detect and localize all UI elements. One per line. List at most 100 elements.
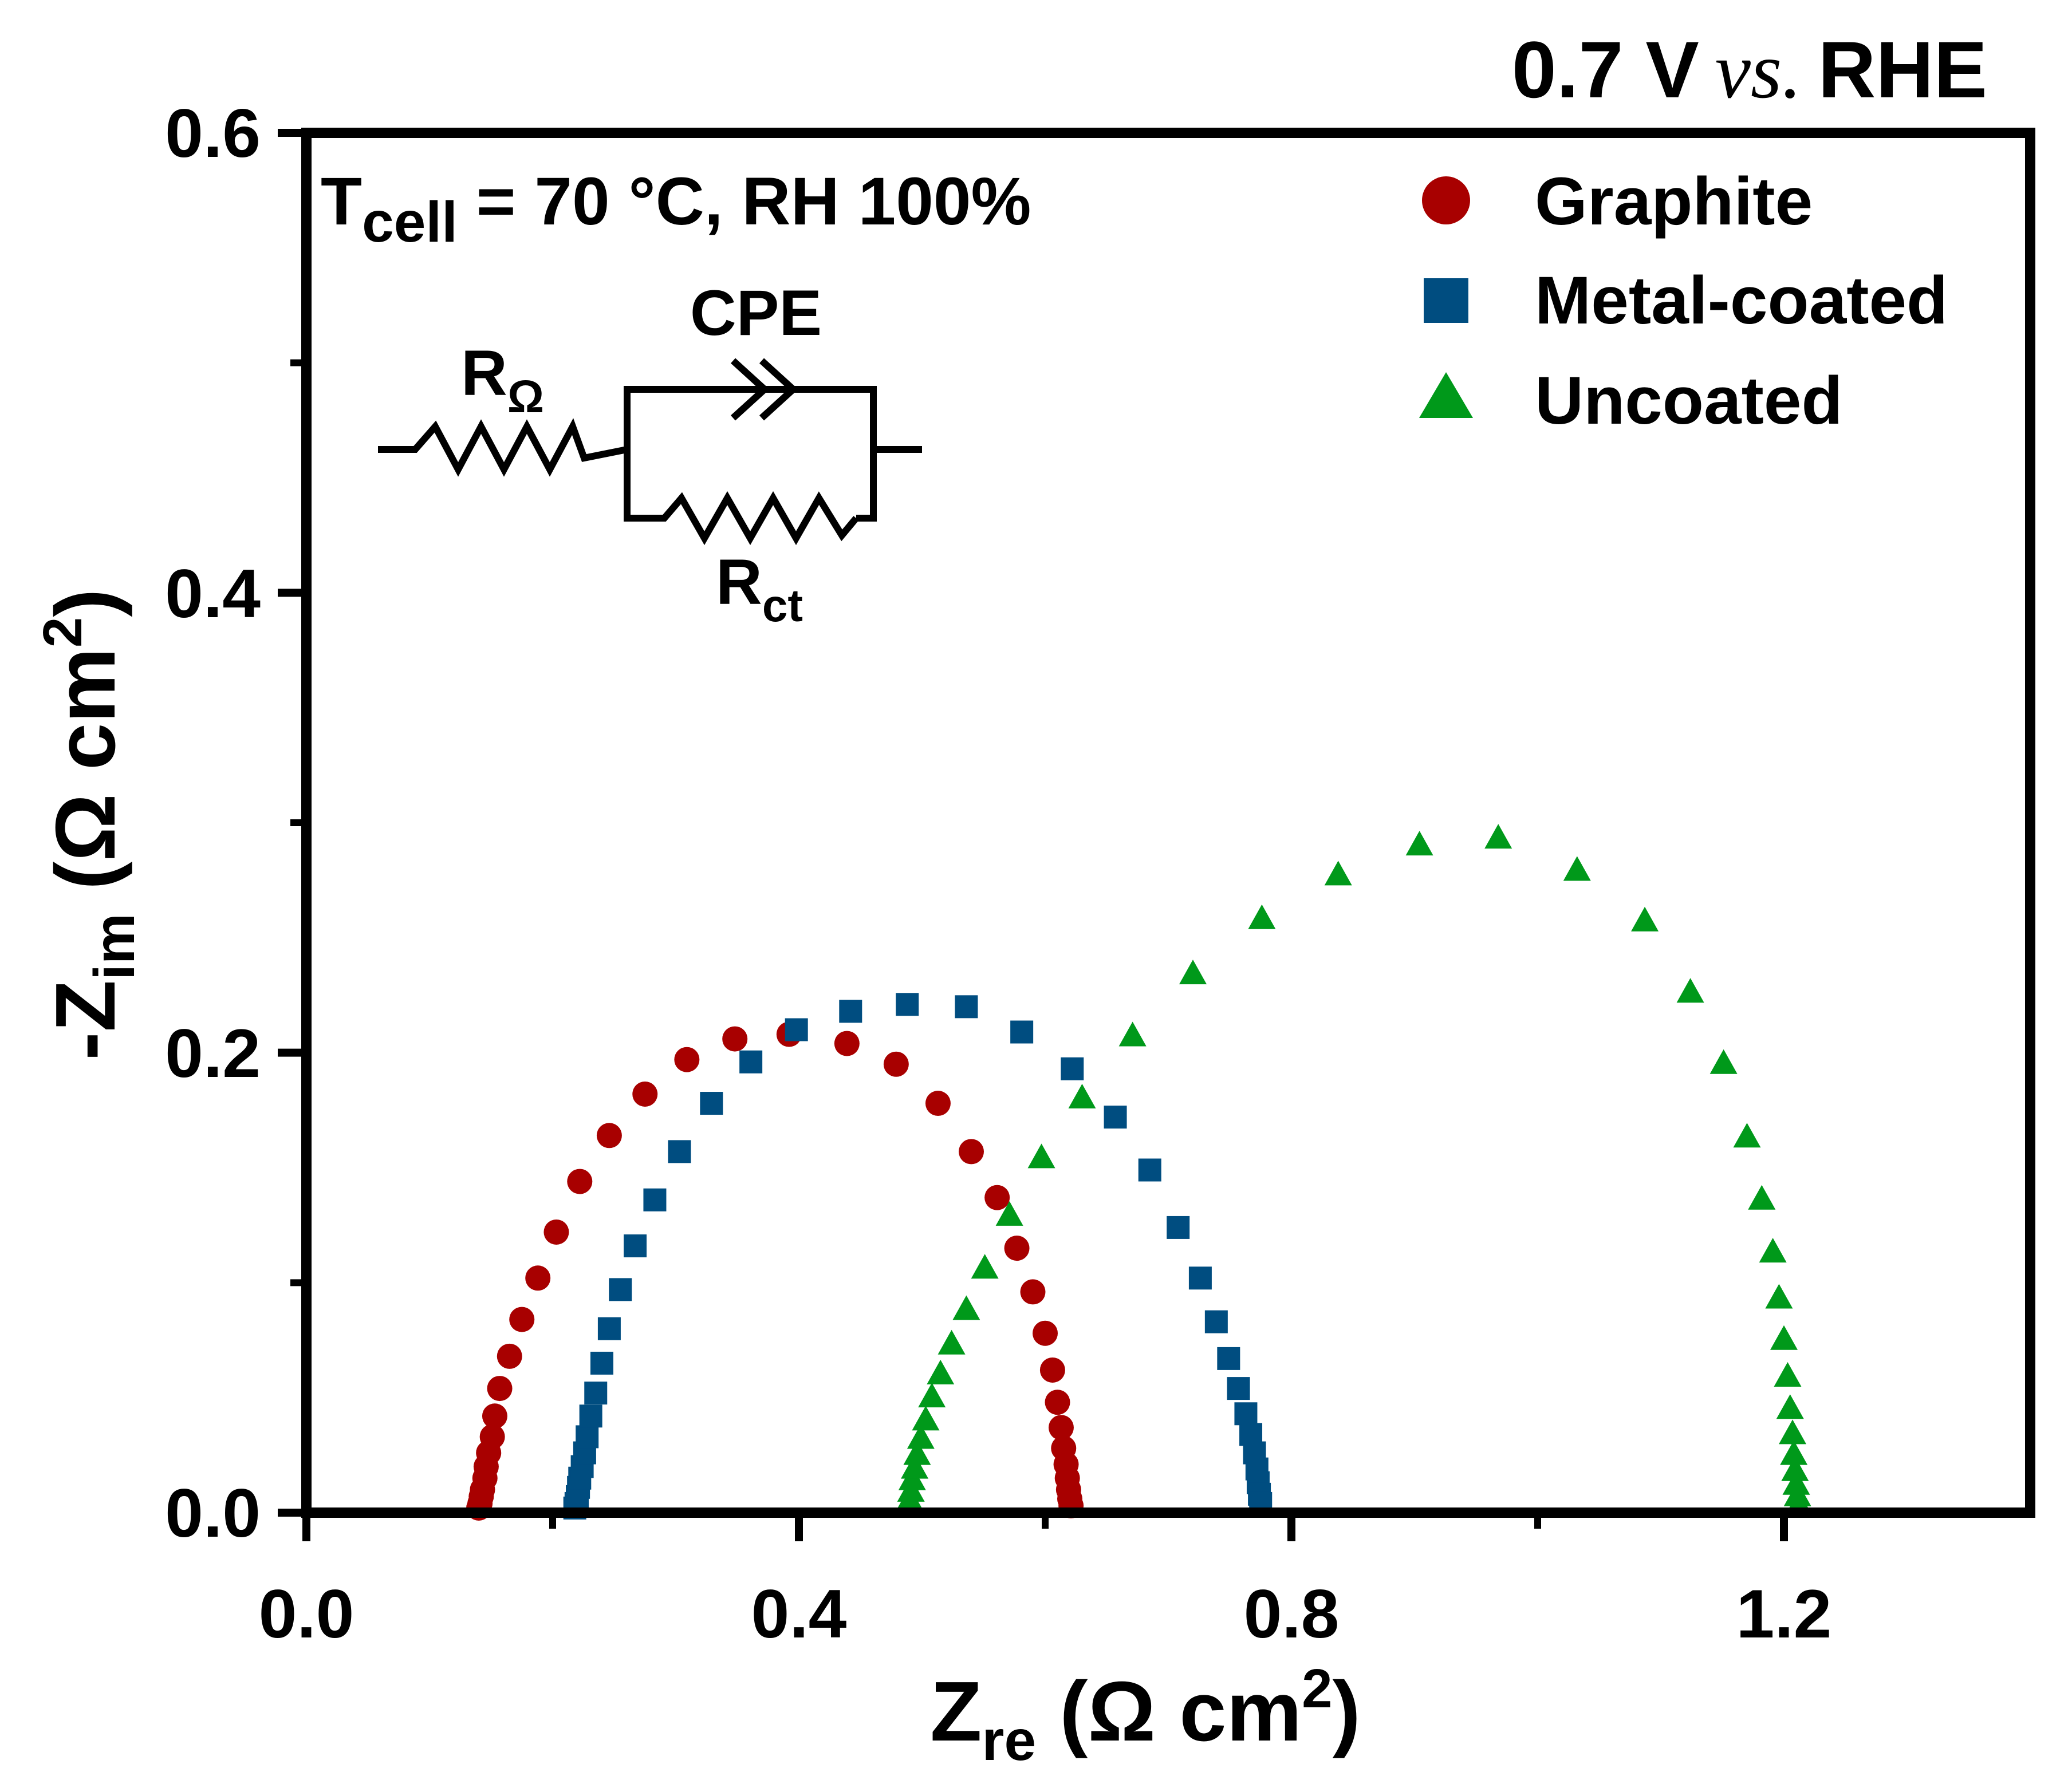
graphite-point-11 xyxy=(509,1307,535,1332)
uncoated-point-29 xyxy=(1765,1284,1793,1309)
uncoated-point-13 xyxy=(995,1201,1023,1226)
uncoated-point-7 xyxy=(912,1406,940,1431)
uncoated-point-15 xyxy=(1068,1084,1096,1108)
metal-coated-point-21 xyxy=(955,995,978,1019)
uncoated-point-32 xyxy=(1776,1394,1804,1419)
metal-coated-point-26 xyxy=(1167,1216,1190,1239)
legend: Graphite Metal-coated Uncoated xyxy=(1419,164,1948,439)
uncoated-point-14 xyxy=(1027,1143,1055,1169)
metal-coated-point-30 xyxy=(1227,1377,1250,1400)
metal-coated-point-7 xyxy=(576,1425,599,1449)
y-tick-label-3: 0.6 xyxy=(165,95,261,172)
y-axis-title: -Zim (Ω cm2) xyxy=(32,589,147,1060)
metal-coated-point-15 xyxy=(668,1140,691,1163)
circuit-r-ohm-resistor xyxy=(378,418,628,477)
circuit-r-ct-resistor xyxy=(624,449,859,546)
graphite-point-22 xyxy=(925,1091,951,1116)
circuit-label-r-ct: Rct xyxy=(716,546,803,631)
metal-coated-point-31 xyxy=(1234,1402,1258,1426)
graphite-point-17 xyxy=(674,1047,700,1072)
metal-coated-point-29 xyxy=(1217,1347,1240,1370)
metal-coated-point-20 xyxy=(896,993,919,1016)
uncoated-point-5 xyxy=(903,1440,931,1465)
metal-coated-point-10 xyxy=(590,1351,613,1375)
series-uncoated xyxy=(895,824,1813,1518)
condition-annotation: Tcell = 70 °C, RH 100% xyxy=(321,164,1031,254)
uncoated-point-30 xyxy=(1770,1325,1798,1350)
uncoated-point-17 xyxy=(1179,960,1207,985)
metal-coated-point-24 xyxy=(1104,1106,1127,1129)
graphite-point-18 xyxy=(722,1026,748,1052)
uncoated-point-12 xyxy=(971,1254,999,1279)
circuit-cpe-symbol-a xyxy=(730,358,770,421)
uncoated-point-21 xyxy=(1484,824,1512,849)
metal-coated-point-18 xyxy=(785,1018,808,1041)
graphite-point-10 xyxy=(497,1343,522,1369)
equivalent-circuit: RΩ CPE Rct xyxy=(378,277,922,631)
x-tick-label-0: 0.0 xyxy=(259,1576,354,1652)
metal-coated-point-23 xyxy=(1061,1057,1084,1080)
metal-coated-point-9 xyxy=(584,1382,608,1405)
uncoated-point-28 xyxy=(1759,1238,1787,1263)
title-vs: vs. xyxy=(1715,26,1802,115)
graphite-point-23 xyxy=(959,1139,984,1165)
uncoated-point-22 xyxy=(1563,856,1591,881)
series-metal-coated xyxy=(563,993,1273,1520)
uncoated-point-34 xyxy=(1780,1440,1808,1465)
metal-coated-point-16 xyxy=(700,1092,723,1115)
uncoated-point-18 xyxy=(1248,904,1276,929)
y-tick-label-2: 0.4 xyxy=(165,555,261,632)
title-main: 0.7 V xyxy=(1512,25,1699,115)
uncoated-point-35 xyxy=(1781,1456,1809,1481)
metal-coated-point-25 xyxy=(1138,1158,1161,1182)
graphite-point-9 xyxy=(487,1376,513,1402)
graphite-point-25 xyxy=(1004,1236,1030,1261)
x-tick-label-2: 0.8 xyxy=(1244,1576,1340,1652)
uncoated-point-27 xyxy=(1748,1185,1776,1210)
series-layer xyxy=(466,824,1813,1521)
title-ref: RHE xyxy=(1818,25,1987,115)
graphite-point-27 xyxy=(1033,1320,1058,1346)
uncoated-point-10 xyxy=(937,1329,966,1355)
graphite-point-8 xyxy=(482,1403,507,1429)
legend-marker-graphite xyxy=(1422,176,1470,224)
metal-coated-point-27 xyxy=(1188,1266,1212,1290)
graphite-point-26 xyxy=(1020,1279,1046,1305)
graphite-point-7 xyxy=(479,1424,505,1450)
uncoated-point-11 xyxy=(952,1295,980,1320)
uncoated-point-31 xyxy=(1774,1362,1802,1387)
legend-label-graphite: Graphite xyxy=(1535,164,1813,239)
tick-layer xyxy=(278,129,1788,1541)
legend-label-uncoated: Uncoated xyxy=(1535,363,1843,439)
circuit-cpe-symbol-b xyxy=(759,358,798,421)
uncoated-point-4 xyxy=(901,1454,929,1479)
legend-marker-metal-coated xyxy=(1424,278,1468,323)
y-tick-label-0: 0.0 xyxy=(165,1475,261,1552)
x-tick-label-1: 0.4 xyxy=(751,1576,847,1652)
legend-label-metal-coated: Metal-coated xyxy=(1535,263,1948,338)
legend-marker-uncoated xyxy=(1419,372,1473,418)
metal-coated-point-28 xyxy=(1204,1310,1228,1333)
graphite-point-24 xyxy=(984,1185,1010,1210)
circuit-label-r-ohm: RΩ xyxy=(461,337,544,422)
metal-coated-point-17 xyxy=(739,1050,763,1074)
graphite-point-15 xyxy=(596,1123,622,1149)
uncoated-point-23 xyxy=(1631,906,1659,932)
metal-coated-point-19 xyxy=(839,1000,862,1023)
x-tick-label-3: 1.2 xyxy=(1736,1576,1832,1652)
graphite-point-29 xyxy=(1045,1390,1070,1415)
y-tick-label-1: 0.2 xyxy=(165,1015,261,1092)
graphite-point-12 xyxy=(525,1265,551,1291)
x-axis-title: Zre (Ω cm2) xyxy=(930,1658,1361,1768)
graphite-point-30 xyxy=(1048,1415,1074,1441)
circuit-parallel-branch xyxy=(624,386,877,522)
series-graphite xyxy=(466,1021,1084,1521)
uncoated-point-16 xyxy=(1118,1021,1147,1047)
uncoated-point-26 xyxy=(1733,1123,1761,1148)
uncoated-point-6 xyxy=(907,1424,935,1449)
graphite-point-20 xyxy=(834,1031,860,1056)
graphite-point-21 xyxy=(883,1051,909,1077)
graphite-point-16 xyxy=(632,1081,658,1107)
